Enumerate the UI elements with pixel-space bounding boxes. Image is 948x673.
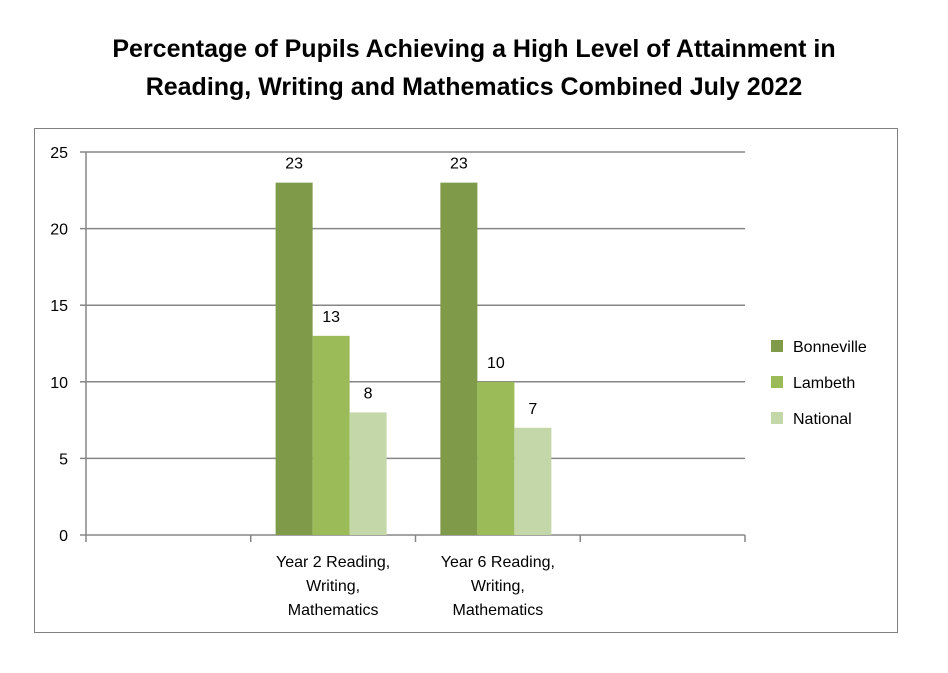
legend-label-lambeth: Lambeth: [793, 375, 855, 392]
data-label: 10: [487, 355, 505, 372]
x-category-label: Mathematics: [288, 602, 379, 619]
y-tick-label: 15: [50, 298, 68, 315]
chart-title: Percentage of Pupils Achieving a High Le…: [0, 30, 948, 106]
bar-national: [514, 427, 552, 535]
legend-swatch-national: [771, 412, 783, 424]
chart-frame: [34, 128, 898, 633]
data-label: 8: [364, 385, 373, 402]
legend-label-bonneville: Bonneville: [793, 339, 867, 356]
bars: [275, 182, 552, 535]
legend: Bonneville Lambeth National: [771, 339, 867, 428]
y-tick-label: 0: [59, 528, 68, 545]
data-labels: 23 13 8 23 10 7: [285, 156, 537, 418]
x-category-label: Writing,: [306, 578, 360, 595]
legend-label-national: National: [793, 411, 852, 428]
bar-lambeth: [312, 335, 350, 535]
y-tick-label: 20: [50, 222, 68, 239]
y-tick-label: 10: [50, 375, 68, 392]
bar-bonneville: [275, 182, 313, 535]
x-category-label: Year 6 Reading,: [441, 554, 555, 571]
data-label: 13: [322, 309, 340, 326]
bar-bonneville: [440, 182, 478, 535]
chart-title-line-2: Reading, Writing and Mathematics Combine…: [145, 73, 803, 101]
data-label: 7: [528, 401, 537, 418]
x-category-label: Writing,: [471, 578, 525, 595]
bar-national: [349, 412, 387, 535]
y-tick-label: 5: [59, 451, 68, 468]
chart-title-line-1: Percentage of Pupils Achieving a High Le…: [112, 35, 836, 63]
y-tick-label: 25: [50, 145, 68, 162]
x-category-label: Year 2 Reading,: [276, 554, 390, 571]
x-category-label: Mathematics: [453, 602, 544, 619]
axes: 0 5 10 15 20 25 Year 2 Reading, Writing, Mathema…: [50, 145, 746, 619]
legend-swatch-lambeth: [771, 376, 783, 388]
data-label: 23: [285, 156, 303, 173]
legend-swatch-bonneville: [771, 340, 783, 352]
bar-lambeth: [477, 381, 515, 535]
gridlines: [86, 151, 745, 460]
data-label: 23: [450, 156, 468, 173]
